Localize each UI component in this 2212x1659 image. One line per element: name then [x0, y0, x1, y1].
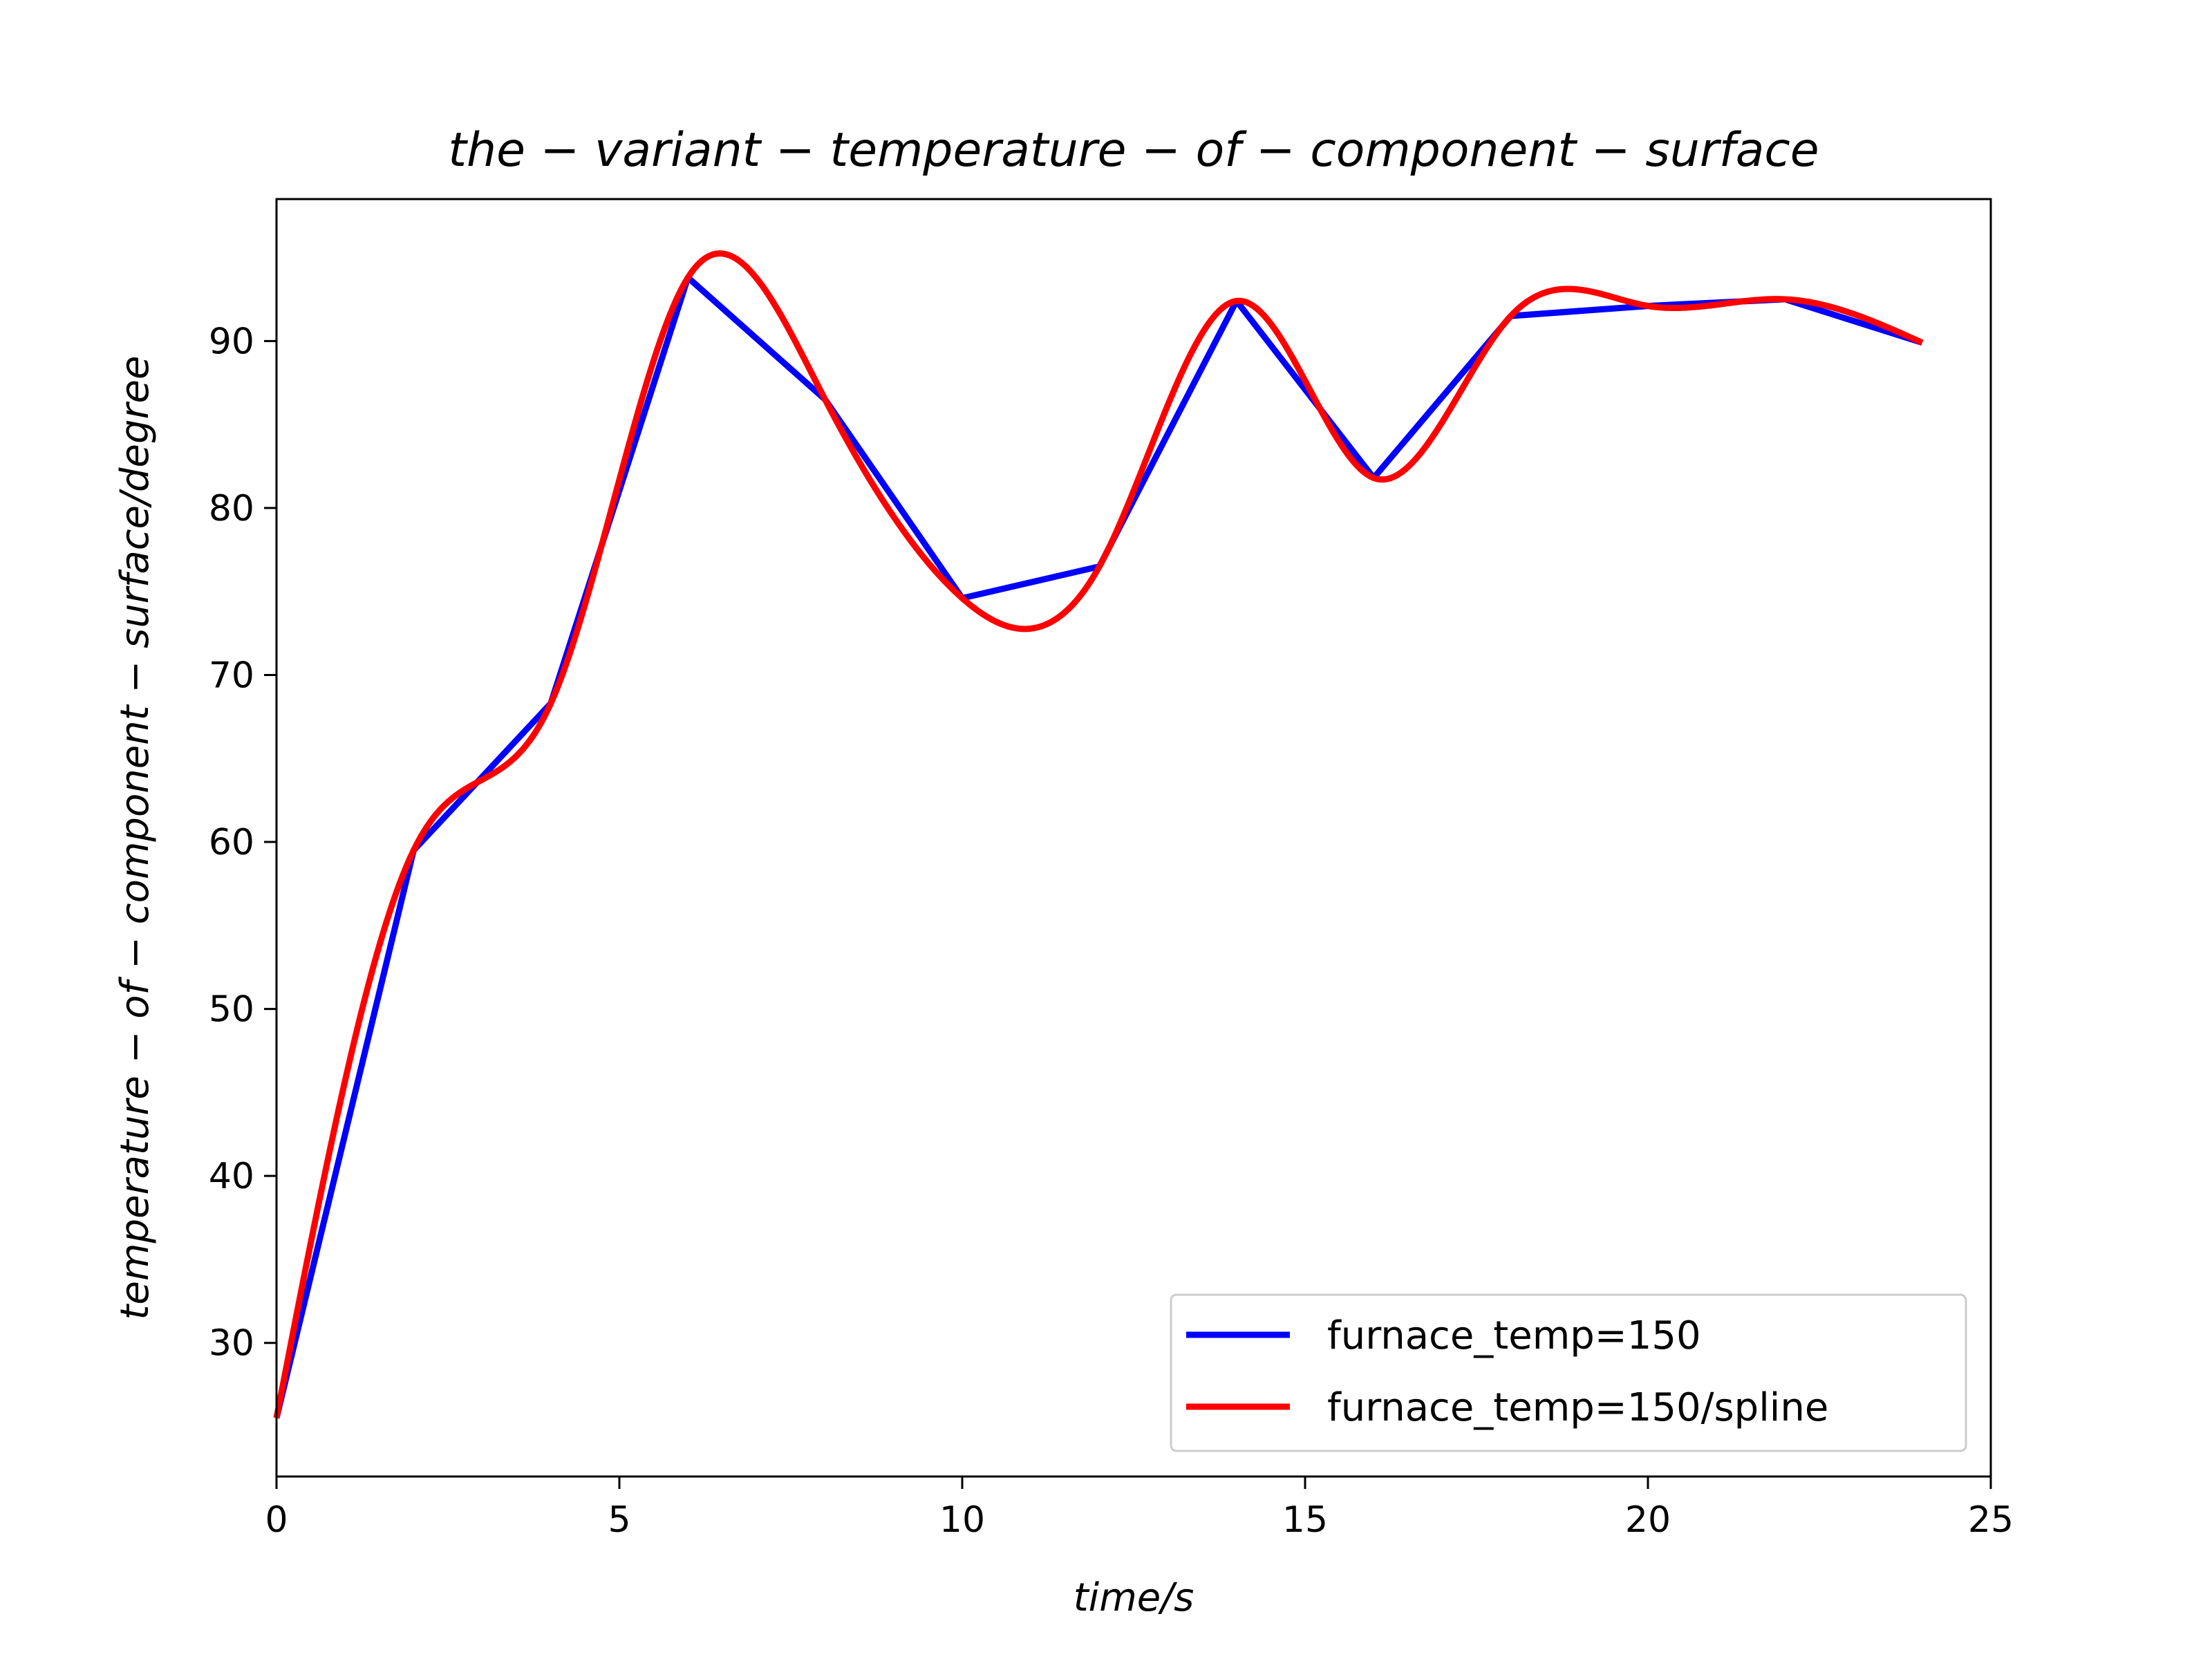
legend: furnace_temp=150 furnace_temp=150/spline [1170, 1293, 1967, 1452]
y-tick-label: 40 [209, 1156, 254, 1197]
plot-lines [273, 250, 1924, 1419]
x-tick-label: 10 [939, 1499, 985, 1541]
plot-frame [275, 198, 1992, 1478]
series-line-1 [273, 250, 1924, 1419]
y-tick-label: 50 [209, 989, 254, 1031]
x-tick-label: 25 [1968, 1499, 2014, 1541]
y-tick-label: 80 [209, 488, 254, 529]
legend-box [1170, 1293, 1967, 1452]
x-tick-label: 15 [1282, 1499, 1328, 1541]
y-tick-label: 30 [209, 1323, 254, 1365]
x-tick-label: 5 [608, 1499, 630, 1541]
chart-title: the − variant − temperature − of − compo… [448, 123, 1819, 178]
y-axis-title: temperature − of − component − surface/d… [113, 356, 158, 1320]
x-tick-label: 0 [265, 1499, 288, 1541]
y-tick-label: 60 [209, 822, 254, 863]
x-tick-label: 20 [1625, 1499, 1671, 1541]
x-axis-title: time/s [1074, 1575, 1194, 1620]
y-axis-ticks: 30 40 50 60 70 80 90 [209, 321, 276, 1365]
x-axis-ticks: 0 5 10 15 20 25 [265, 1477, 2014, 1541]
y-tick-label: 70 [209, 655, 254, 696]
legend-label-furnace-temp-spline: furnace_temp=150/spline [1327, 1385, 1828, 1430]
legend-label-furnace-temp: furnace_temp=150 [1327, 1313, 1701, 1358]
y-tick-label: 90 [209, 321, 254, 362]
